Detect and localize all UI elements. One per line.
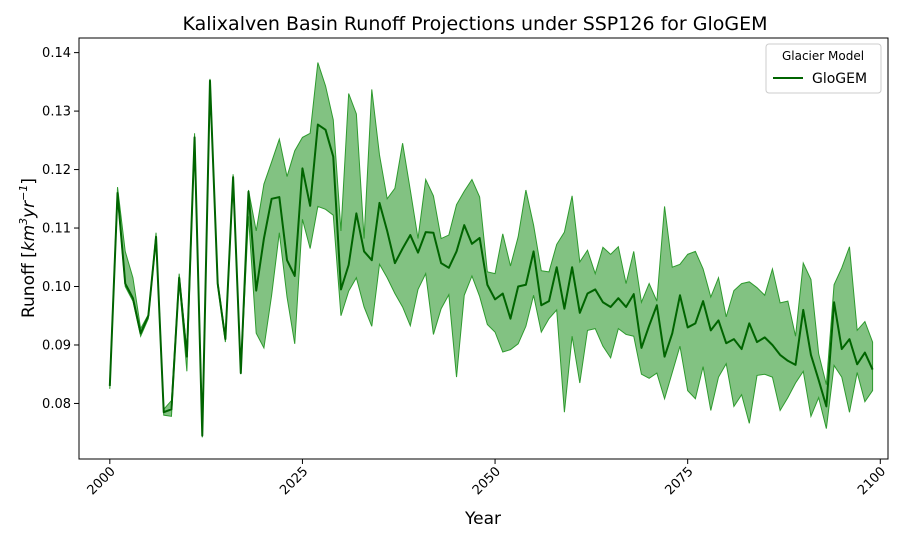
- y-axis-title-exp2: −1: [17, 185, 30, 201]
- y-axis-title-prefix: Runoff [: [19, 251, 39, 318]
- runoff-mean-line: [108, 79, 874, 437]
- y-axis-title: Runoff [km3yr−1]: [17, 178, 39, 318]
- legend-series-label: GloGEM: [812, 71, 867, 87]
- plot-area: [108, 62, 874, 438]
- y-tick-label: 0.09: [42, 338, 71, 353]
- x-axis-title: Year: [464, 509, 501, 529]
- y-axis: 0.08 0.09 0.10 0.11 0.12 0.13 0.14: [42, 46, 79, 412]
- chart-title: Kalixalven Basin Runoff Projections unde…: [182, 13, 767, 35]
- y-tick-label: 0.13: [42, 105, 71, 120]
- y-axis-title-unit1: km: [19, 225, 39, 251]
- y-tick-label: 0.12: [42, 163, 71, 178]
- y-axis-title-exp1: 3: [17, 218, 30, 225]
- y-tick-label: 0.11: [42, 222, 71, 237]
- y-axis-title-unit2: yr: [19, 200, 39, 219]
- axes-frame: [78, 37, 889, 460]
- y-axis-title-suffix: ]: [19, 178, 39, 185]
- y-tick-label: 0.08: [42, 397, 71, 412]
- y-tick-label: 0.14: [42, 46, 71, 61]
- legend-title: Glacier Model: [782, 49, 864, 63]
- legend: Glacier Model GloGEM: [765, 43, 882, 94]
- legend-box: [765, 43, 882, 94]
- runoff-range-band: [109, 62, 874, 438]
- y-tick-label: 0.10: [42, 280, 71, 295]
